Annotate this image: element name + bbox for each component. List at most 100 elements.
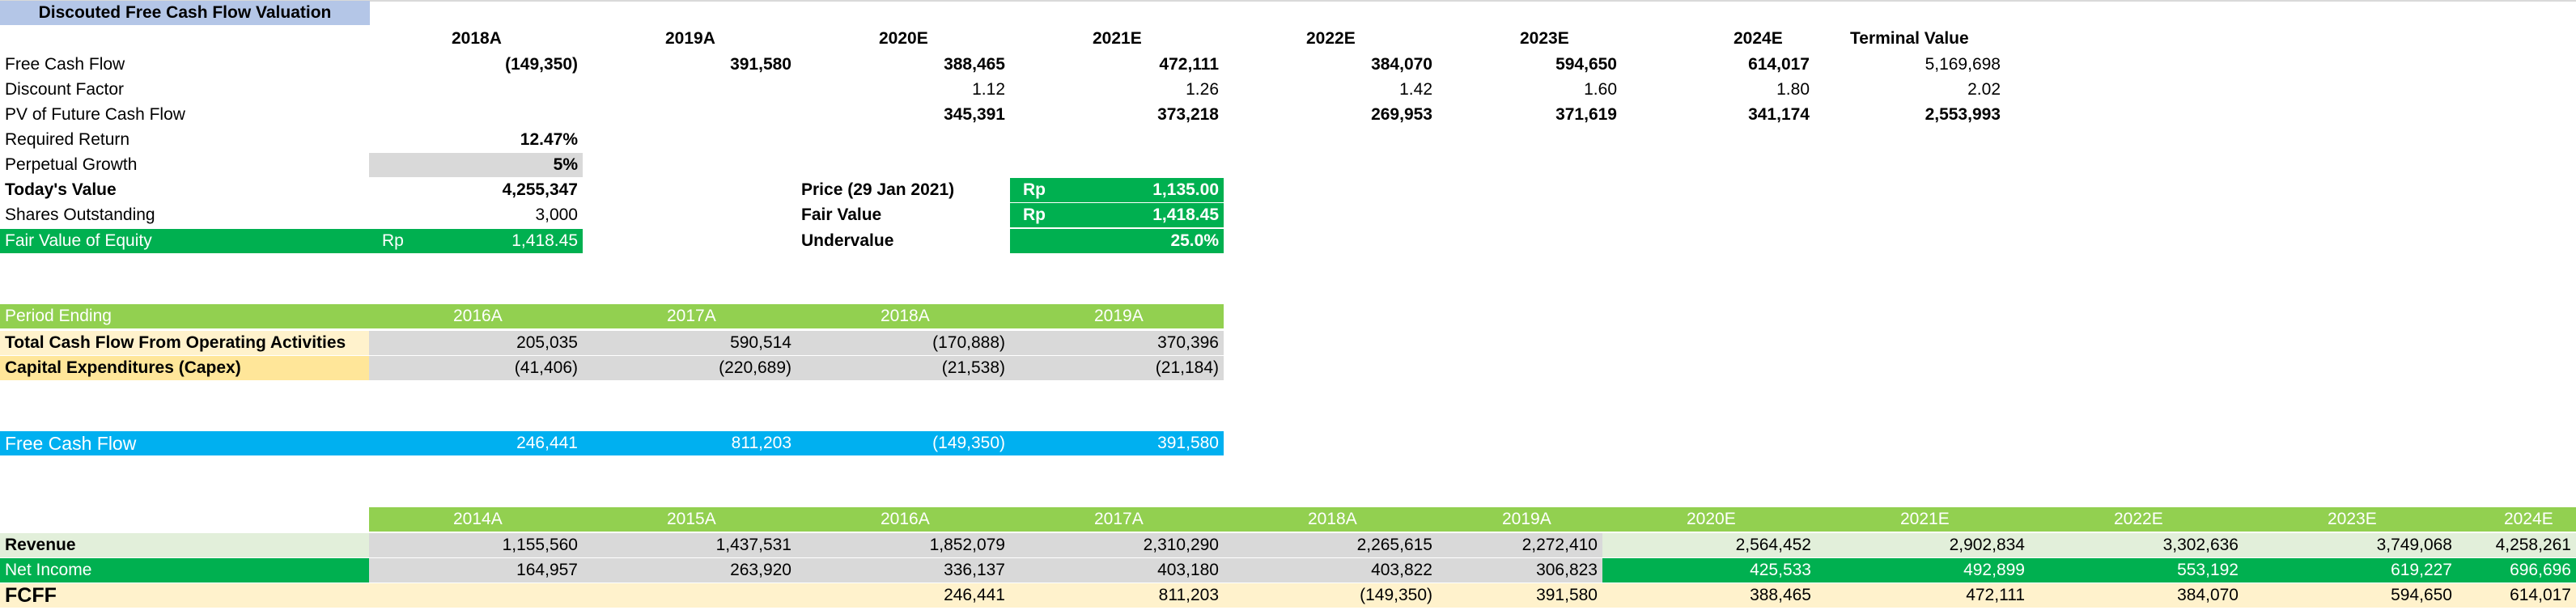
operating-cashflow-value: (170,888) xyxy=(796,331,1010,355)
capex-value: (41,406) xyxy=(369,356,583,380)
net-income-value: 336,137 xyxy=(796,558,1010,582)
net-income-value: 619,227 xyxy=(2243,558,2457,582)
history-year-header: 2014A xyxy=(369,507,583,532)
history-year-header: 2018A xyxy=(1224,507,1437,532)
todays-value: 4,255,347 xyxy=(502,180,578,199)
free-cash-flow-value: 811,203 xyxy=(583,431,796,455)
dcf-fcf-value: 391,580 xyxy=(730,55,791,74)
dcf-pv-value: 341,174 xyxy=(1748,105,1810,124)
revenue-value: 1,852,079 xyxy=(796,533,1010,557)
history-year-header: 2015A xyxy=(583,507,796,532)
fcff-value: 472,111 xyxy=(1816,583,2030,608)
dcf-discount-value: 1.60 xyxy=(1584,80,1617,99)
net-income-value: 425,533 xyxy=(1602,558,1816,582)
revenue-value: 3,749,068 xyxy=(2243,533,2457,557)
perpetual-growth-input[interactable]: 5% xyxy=(369,153,583,177)
dcf-discount-value: 1.26 xyxy=(1186,80,1219,99)
cashflow-year-header: 2019A xyxy=(1010,304,1224,328)
label-shares-outstanding: Shares Outstanding xyxy=(5,205,155,224)
label-operating-cashflow: Total Cash Flow From Operating Activitie… xyxy=(0,331,369,355)
fcff-value: 384,070 xyxy=(2030,583,2243,608)
dcf-year-header: 2019A xyxy=(665,29,715,48)
sheet-title: Discouted Free Cash Flow Valuation xyxy=(0,1,370,25)
valuation-status-value: 25.0% xyxy=(1010,229,1224,253)
revenue-value: 2,272,410 xyxy=(1437,533,1602,557)
row-label-fcf: Free Cash Flow xyxy=(5,55,125,74)
dcf-year-header: 2020E xyxy=(879,29,928,48)
dcf-pv-value: 371,619 xyxy=(1555,105,1617,124)
label-valuation-status: Undervalue xyxy=(801,231,894,250)
dcf-fcf-value: 472,111 xyxy=(1159,55,1219,74)
fcff-value xyxy=(583,583,796,608)
shares-outstanding-value[interactable]: 3,000 xyxy=(535,205,578,224)
net-income-value: 263,920 xyxy=(583,558,796,582)
net-income-value: 403,822 xyxy=(1224,558,1437,582)
cashflow-year-header: 2017A xyxy=(583,304,796,328)
fcff-value: 811,203 xyxy=(1010,583,1224,608)
dcf-fcf-value: 614,017 xyxy=(1748,55,1810,74)
dcf-fcf-value: 388,465 xyxy=(944,55,1005,74)
price-value: 1,135.00 xyxy=(1068,178,1224,202)
dcf-year-header: 2024E xyxy=(1734,29,1783,48)
dcf-discount-value: 1.12 xyxy=(972,80,1005,99)
net-income-value: 492,899 xyxy=(1816,558,2030,582)
cashflow-header-label: Period Ending xyxy=(0,304,369,328)
net-income-value: 403,180 xyxy=(1010,558,1224,582)
label-capex: Capital Expenditures (Capex) xyxy=(0,356,369,380)
dcf-pv-value: 345,391 xyxy=(944,105,1005,124)
dcf-year-header: 2023E xyxy=(1520,29,1569,48)
fair-value-equity-value: 1,418.45 xyxy=(429,229,583,253)
net-income-value: 306,823 xyxy=(1437,558,1602,582)
history-year-header: 2020E xyxy=(1602,507,1816,532)
history-year-header: 2016A xyxy=(796,507,1010,532)
fcff-value: 614,017 xyxy=(2457,583,2576,608)
label-price: Price (29 Jan 2021) xyxy=(801,180,955,199)
revenue-value: 2,265,615 xyxy=(1224,533,1437,557)
history-year-header: 2023E xyxy=(2243,507,2457,532)
dcf-fcf-value: 384,070 xyxy=(1371,55,1432,74)
fcff-value: (149,350) xyxy=(1224,583,1437,608)
row-label-discount: Discount Factor xyxy=(5,80,125,99)
fcff-value: 246,441 xyxy=(796,583,1010,608)
revenue-value: 2,902,834 xyxy=(1816,533,2030,557)
revenue-value: 4,258,261 xyxy=(2457,533,2576,557)
dcf-year-header: Terminal Value xyxy=(1850,29,1969,48)
label-todays-value: Today's Value xyxy=(5,180,117,199)
cashflow-year-header: 2016A xyxy=(369,304,583,328)
required-return-value[interactable]: 12.47% xyxy=(520,130,578,149)
dcf-fcf-value: 594,650 xyxy=(1555,55,1617,74)
operating-cashflow-value: 590,514 xyxy=(583,331,796,355)
history-year-header: 2017A xyxy=(1010,507,1224,532)
revenue-value: 2,564,452 xyxy=(1602,533,1816,557)
label-fair-value: Fair Value xyxy=(801,205,882,224)
label-perpetual-growth: Perpetual Growth xyxy=(5,155,138,174)
free-cash-flow-value: (149,350) xyxy=(796,431,1010,455)
revenue-value: 1,437,531 xyxy=(583,533,796,557)
net-income-value: 553,192 xyxy=(2030,558,2243,582)
cashflow-year-header: 2018A xyxy=(796,304,1010,328)
dcf-fcf-value: 5,169,698 xyxy=(1925,55,2001,74)
capex-value: (21,184) xyxy=(1010,356,1224,380)
revenue-value: 3,302,636 xyxy=(2030,533,2243,557)
fcff-value: 388,465 xyxy=(1602,583,1816,608)
free-cash-flow-value: 246,441 xyxy=(369,431,583,455)
history-year-header: 2021E xyxy=(1816,507,2030,532)
label-required-return: Required Return xyxy=(5,130,130,149)
dcf-year-header: 2018A xyxy=(452,29,502,48)
net-income-value: 164,957 xyxy=(369,558,583,582)
free-cash-flow-value: 391,580 xyxy=(1010,431,1224,455)
fair-value-value: 1,418.45 xyxy=(1068,203,1224,227)
dcf-pv-value: 269,953 xyxy=(1371,105,1432,124)
net-income-value: 696,696 xyxy=(2457,558,2576,582)
sheet-top-border xyxy=(0,0,2576,2)
dcf-discount-value: 2.02 xyxy=(1967,80,2001,99)
label-net-income: Net Income xyxy=(0,558,369,582)
operating-cashflow-value: 205,035 xyxy=(369,331,583,355)
fcff-value: 594,650 xyxy=(2243,583,2457,608)
label-fcff: FCFF xyxy=(0,583,369,608)
dcf-fcf-value: (149,350) xyxy=(505,55,578,74)
capex-value: (220,689) xyxy=(583,356,796,380)
label-free-cash-flow: Free Cash Flow xyxy=(0,431,369,455)
row-label-pv: PV of Future Cash Flow xyxy=(5,105,185,124)
dcf-pv-value: 2,553,993 xyxy=(1925,105,2001,124)
